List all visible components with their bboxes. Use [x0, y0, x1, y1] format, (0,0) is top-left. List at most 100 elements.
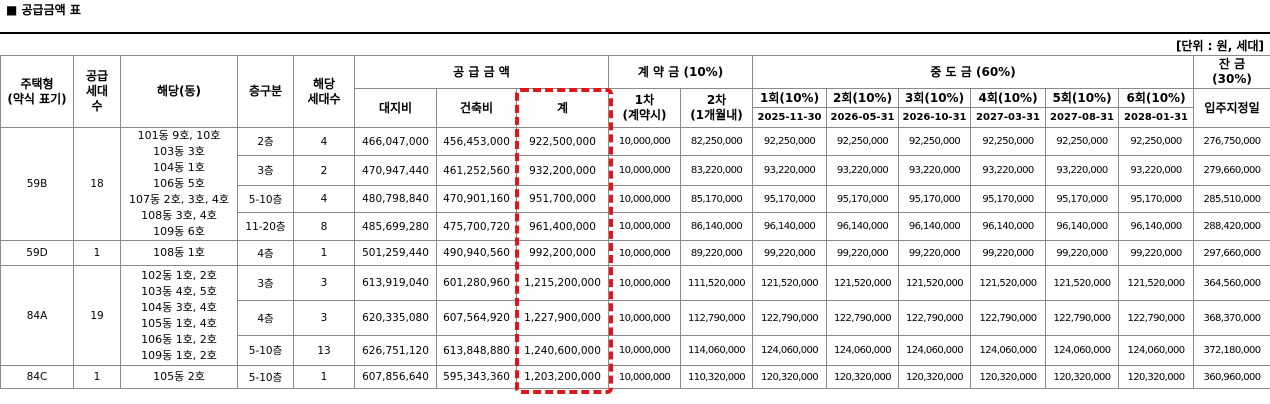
cell: 368,370,000 [1193, 300, 1270, 336]
header-cell: 건축비 [436, 88, 517, 128]
dong-cell: 101동 9호, 10호 103동 3호 104동 1호 106동 5호 107동 2호… [120, 127, 238, 241]
cell: 1,240,600,000 [516, 335, 609, 366]
cell: 613,919,040 [354, 265, 437, 301]
cell: 466,047,000 [354, 127, 437, 156]
unit-note: [단위 : 원, 세대] [1175, 39, 1264, 53]
table-row: 5-10층 4 480,798,840 470,901,160 951,700,000 1… [1, 185, 1270, 213]
cell: 95,170,000 [970, 185, 1047, 213]
cell: 279,660,000 [1193, 155, 1270, 186]
header-cell: 2027-08-31 [1045, 107, 1120, 128]
supply-cell: 18 [73, 127, 121, 241]
cell: 124,060,000 [826, 335, 900, 366]
cell: 620,335,080 [354, 300, 437, 336]
cell: 93,220,000 [1118, 155, 1195, 186]
cell: 121,520,000 [1045, 265, 1120, 301]
cell: 121,520,000 [898, 265, 972, 301]
cell: 1,203,200,000 [516, 365, 609, 389]
header-cell: 입주지정일 [1193, 88, 1270, 128]
cell: 5-10층 [237, 365, 294, 389]
dong-cell: 108동 1호 [120, 240, 238, 266]
cell: 607,564,920 [436, 300, 517, 336]
cell: 89,220,000 [679, 240, 754, 266]
header-group: 계 약 금 (10%) [607, 55, 754, 89]
dong-line: 101동 9호, 10호 [137, 129, 221, 142]
cell: 490,940,560 [436, 240, 517, 266]
header-cell: 2회(10%) [826, 88, 900, 108]
cell: 285,510,000 [1193, 185, 1270, 213]
cell: 96,140,000 [1045, 212, 1120, 241]
cell: 932,200,000 [516, 155, 609, 186]
cell: 3 [293, 265, 355, 301]
type-cell: 84C [0, 365, 74, 389]
cell: 85,170,000 [679, 185, 754, 213]
cell: 461,252,560 [436, 155, 517, 186]
cell: 96,140,000 [898, 212, 972, 241]
header-cell: 2028-01-31 [1118, 107, 1195, 128]
cell: 95,170,000 [1118, 185, 1195, 213]
header-cell: 계 [516, 88, 609, 128]
cell: 121,520,000 [752, 265, 828, 301]
header-cell: 5회(10%) [1045, 88, 1120, 108]
table-row: 11-20층 8 485,699,280 475,700,720 961,400,000… [1, 212, 1270, 241]
cell: 122,790,000 [1045, 300, 1120, 336]
cell: 922,500,000 [516, 127, 609, 156]
cell: 114,060,000 [679, 335, 754, 366]
cell: 1,227,900,000 [516, 300, 609, 336]
cell: 5-10층 [237, 185, 294, 213]
cell: 120,320,000 [1118, 365, 1195, 389]
cell: 122,790,000 [752, 300, 828, 336]
dong-line: 103동 3호 [153, 145, 205, 158]
cell: 93,220,000 [826, 155, 900, 186]
cell: 613,848,880 [436, 335, 517, 366]
cell: 121,520,000 [1118, 265, 1195, 301]
cell: 96,140,000 [826, 212, 900, 241]
header-group: 중 도 금 (60%) [752, 55, 1195, 89]
cell: 485,699,280 [354, 212, 437, 241]
cell: 96,140,000 [970, 212, 1047, 241]
cell: 95,170,000 [1045, 185, 1120, 213]
cell: 99,220,000 [898, 240, 972, 266]
cell: 122,790,000 [898, 300, 972, 336]
dong-line: 102동 1호, 2호 [141, 268, 217, 282]
cell: 99,220,000 [826, 240, 900, 266]
cell: 10,000,000 [608, 240, 681, 266]
cell: 92,250,000 [970, 127, 1047, 156]
cell: 86,140,000 [679, 212, 754, 241]
dong-line: 104동 1호 [153, 161, 205, 174]
dong-line: 104동 3호, 4호 [141, 300, 217, 314]
cell: 110,320,000 [679, 365, 754, 389]
dong-line: 106동 5호 [153, 177, 205, 190]
cell: 96,140,000 [1118, 212, 1195, 241]
cell: 372,180,000 [1193, 335, 1270, 366]
cell: 10,000,000 [608, 365, 681, 389]
cell: 992,200,000 [516, 240, 609, 266]
table-row: 4층 3 620,335,080 607,564,920 1,227,900,000 10… [1, 300, 1270, 336]
dong-line: 108동 3호, 4호 [141, 209, 217, 222]
cell: 124,060,000 [752, 335, 828, 366]
cell: 99,220,000 [752, 240, 828, 266]
cell: 120,320,000 [898, 365, 972, 389]
dong-line: 103동 4호, 5호 [141, 284, 217, 298]
cell: 1,215,200,000 [516, 265, 609, 301]
cell: 5-10층 [237, 335, 294, 366]
cell: 607,856,640 [354, 365, 437, 389]
cell: 13 [293, 335, 355, 366]
cell: 626,751,120 [354, 335, 437, 366]
cell: 124,060,000 [898, 335, 972, 366]
cell: 93,220,000 [1045, 155, 1120, 186]
cell: 122,790,000 [970, 300, 1047, 336]
cell: 470,901,160 [436, 185, 517, 213]
cell: 121,520,000 [970, 265, 1047, 301]
cell: 112,790,000 [679, 300, 754, 336]
supply-cell: 1 [73, 240, 121, 266]
cell: 95,170,000 [898, 185, 972, 213]
header-group: 공 급 금 액 [354, 55, 609, 89]
header-cell: 층구분 [237, 55, 294, 128]
header-cell: 해당 세대수 [293, 55, 355, 128]
table-body: 59B 18 101동 9호, 10호 103동 3호 104동 1호 106동 5호 10… [0, 127, 1270, 389]
cell: 951,700,000 [516, 185, 609, 213]
header-cell: 해당(동) [120, 55, 238, 128]
cell: 10,000,000 [608, 335, 681, 366]
